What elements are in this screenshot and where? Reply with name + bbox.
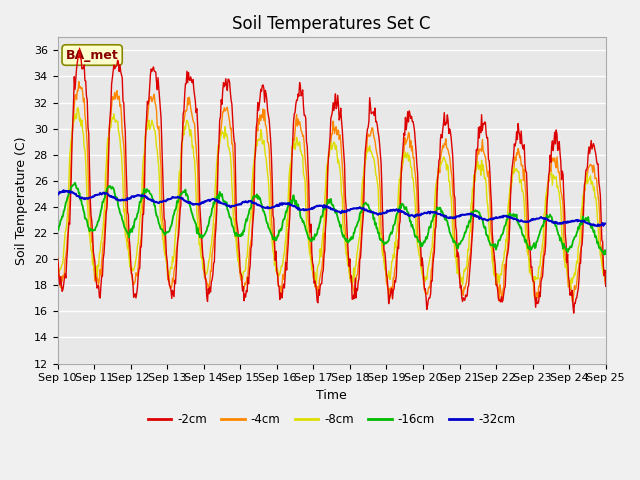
Title: Soil Temperatures Set C: Soil Temperatures Set C xyxy=(232,15,431,33)
X-axis label: Time: Time xyxy=(316,389,347,402)
Y-axis label: Soil Temperature (C): Soil Temperature (C) xyxy=(15,136,28,264)
Legend: -2cm, -4cm, -8cm, -16cm, -32cm: -2cm, -4cm, -8cm, -16cm, -32cm xyxy=(143,408,520,431)
Text: BA_met: BA_met xyxy=(66,48,118,61)
